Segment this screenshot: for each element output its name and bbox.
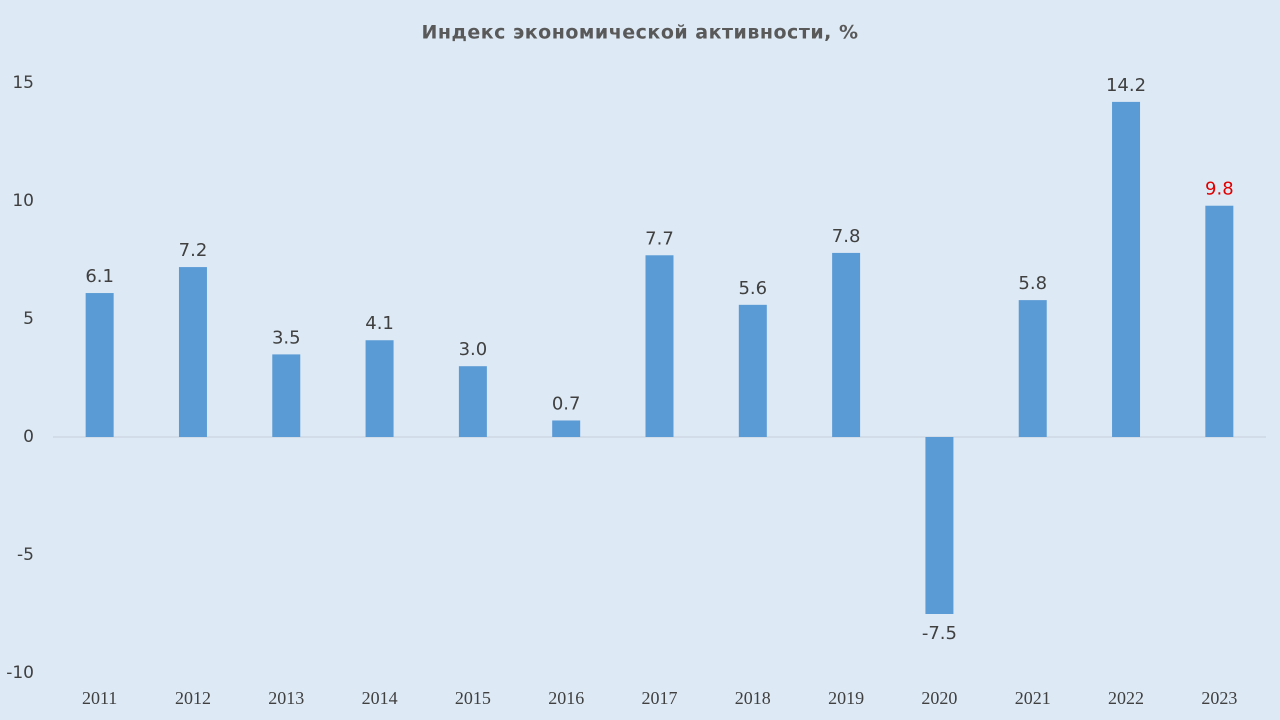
- x-tick-label: 2023: [1201, 688, 1237, 708]
- value-label: 4.1: [365, 313, 394, 334]
- bar: [458, 366, 487, 437]
- bar: [178, 267, 207, 437]
- value-label: 14.2: [1106, 75, 1146, 96]
- y-tick-label: -10: [6, 663, 34, 683]
- bar: [738, 304, 767, 437]
- value-label: 7.7: [645, 228, 674, 249]
- x-tick-label: 2014: [362, 688, 398, 708]
- y-tick-label: -5: [17, 545, 34, 565]
- value-label: 3.0: [459, 339, 488, 360]
- y-tick-label: 0: [23, 427, 34, 447]
- bar: [832, 252, 861, 437]
- value-label: 5.8: [1018, 273, 1047, 294]
- value-label: 5.6: [738, 278, 767, 299]
- value-label: -7.5: [922, 623, 957, 644]
- x-tick-label: 2018: [735, 688, 771, 708]
- x-tick-label: 2016: [548, 688, 584, 708]
- value-label: 9.8: [1205, 179, 1234, 200]
- value-label: 7.2: [179, 240, 208, 261]
- x-tick-label: 2017: [642, 688, 678, 708]
- bar: [645, 255, 674, 437]
- bar: [85, 293, 114, 437]
- bar: [272, 354, 301, 437]
- value-label: 3.5: [272, 327, 301, 348]
- x-tick-label: 2021: [1015, 688, 1051, 708]
- x-tick-label: 2012: [175, 688, 211, 708]
- bar: [1205, 205, 1234, 437]
- y-tick-label: 15: [12, 73, 34, 93]
- x-tick-label: 2015: [455, 688, 491, 708]
- bar: [365, 340, 394, 437]
- y-tick-label: 10: [12, 191, 34, 211]
- bar: [552, 420, 581, 437]
- value-label: 6.1: [85, 266, 114, 287]
- x-tick-label: 2011: [82, 688, 117, 708]
- x-tick-label: 2022: [1108, 688, 1144, 708]
- x-tick-label: 2013: [268, 688, 304, 708]
- x-tick-label: 2020: [921, 688, 957, 708]
- value-label: 7.8: [832, 226, 861, 247]
- chart-title: Индекс экономической активности, %: [421, 22, 858, 44]
- bar: [1018, 300, 1047, 437]
- bar: [1112, 101, 1141, 437]
- y-tick-label: 5: [23, 309, 34, 329]
- value-label: 0.7: [552, 393, 581, 414]
- x-tick-label: 2019: [828, 688, 864, 708]
- bar: [925, 437, 954, 614]
